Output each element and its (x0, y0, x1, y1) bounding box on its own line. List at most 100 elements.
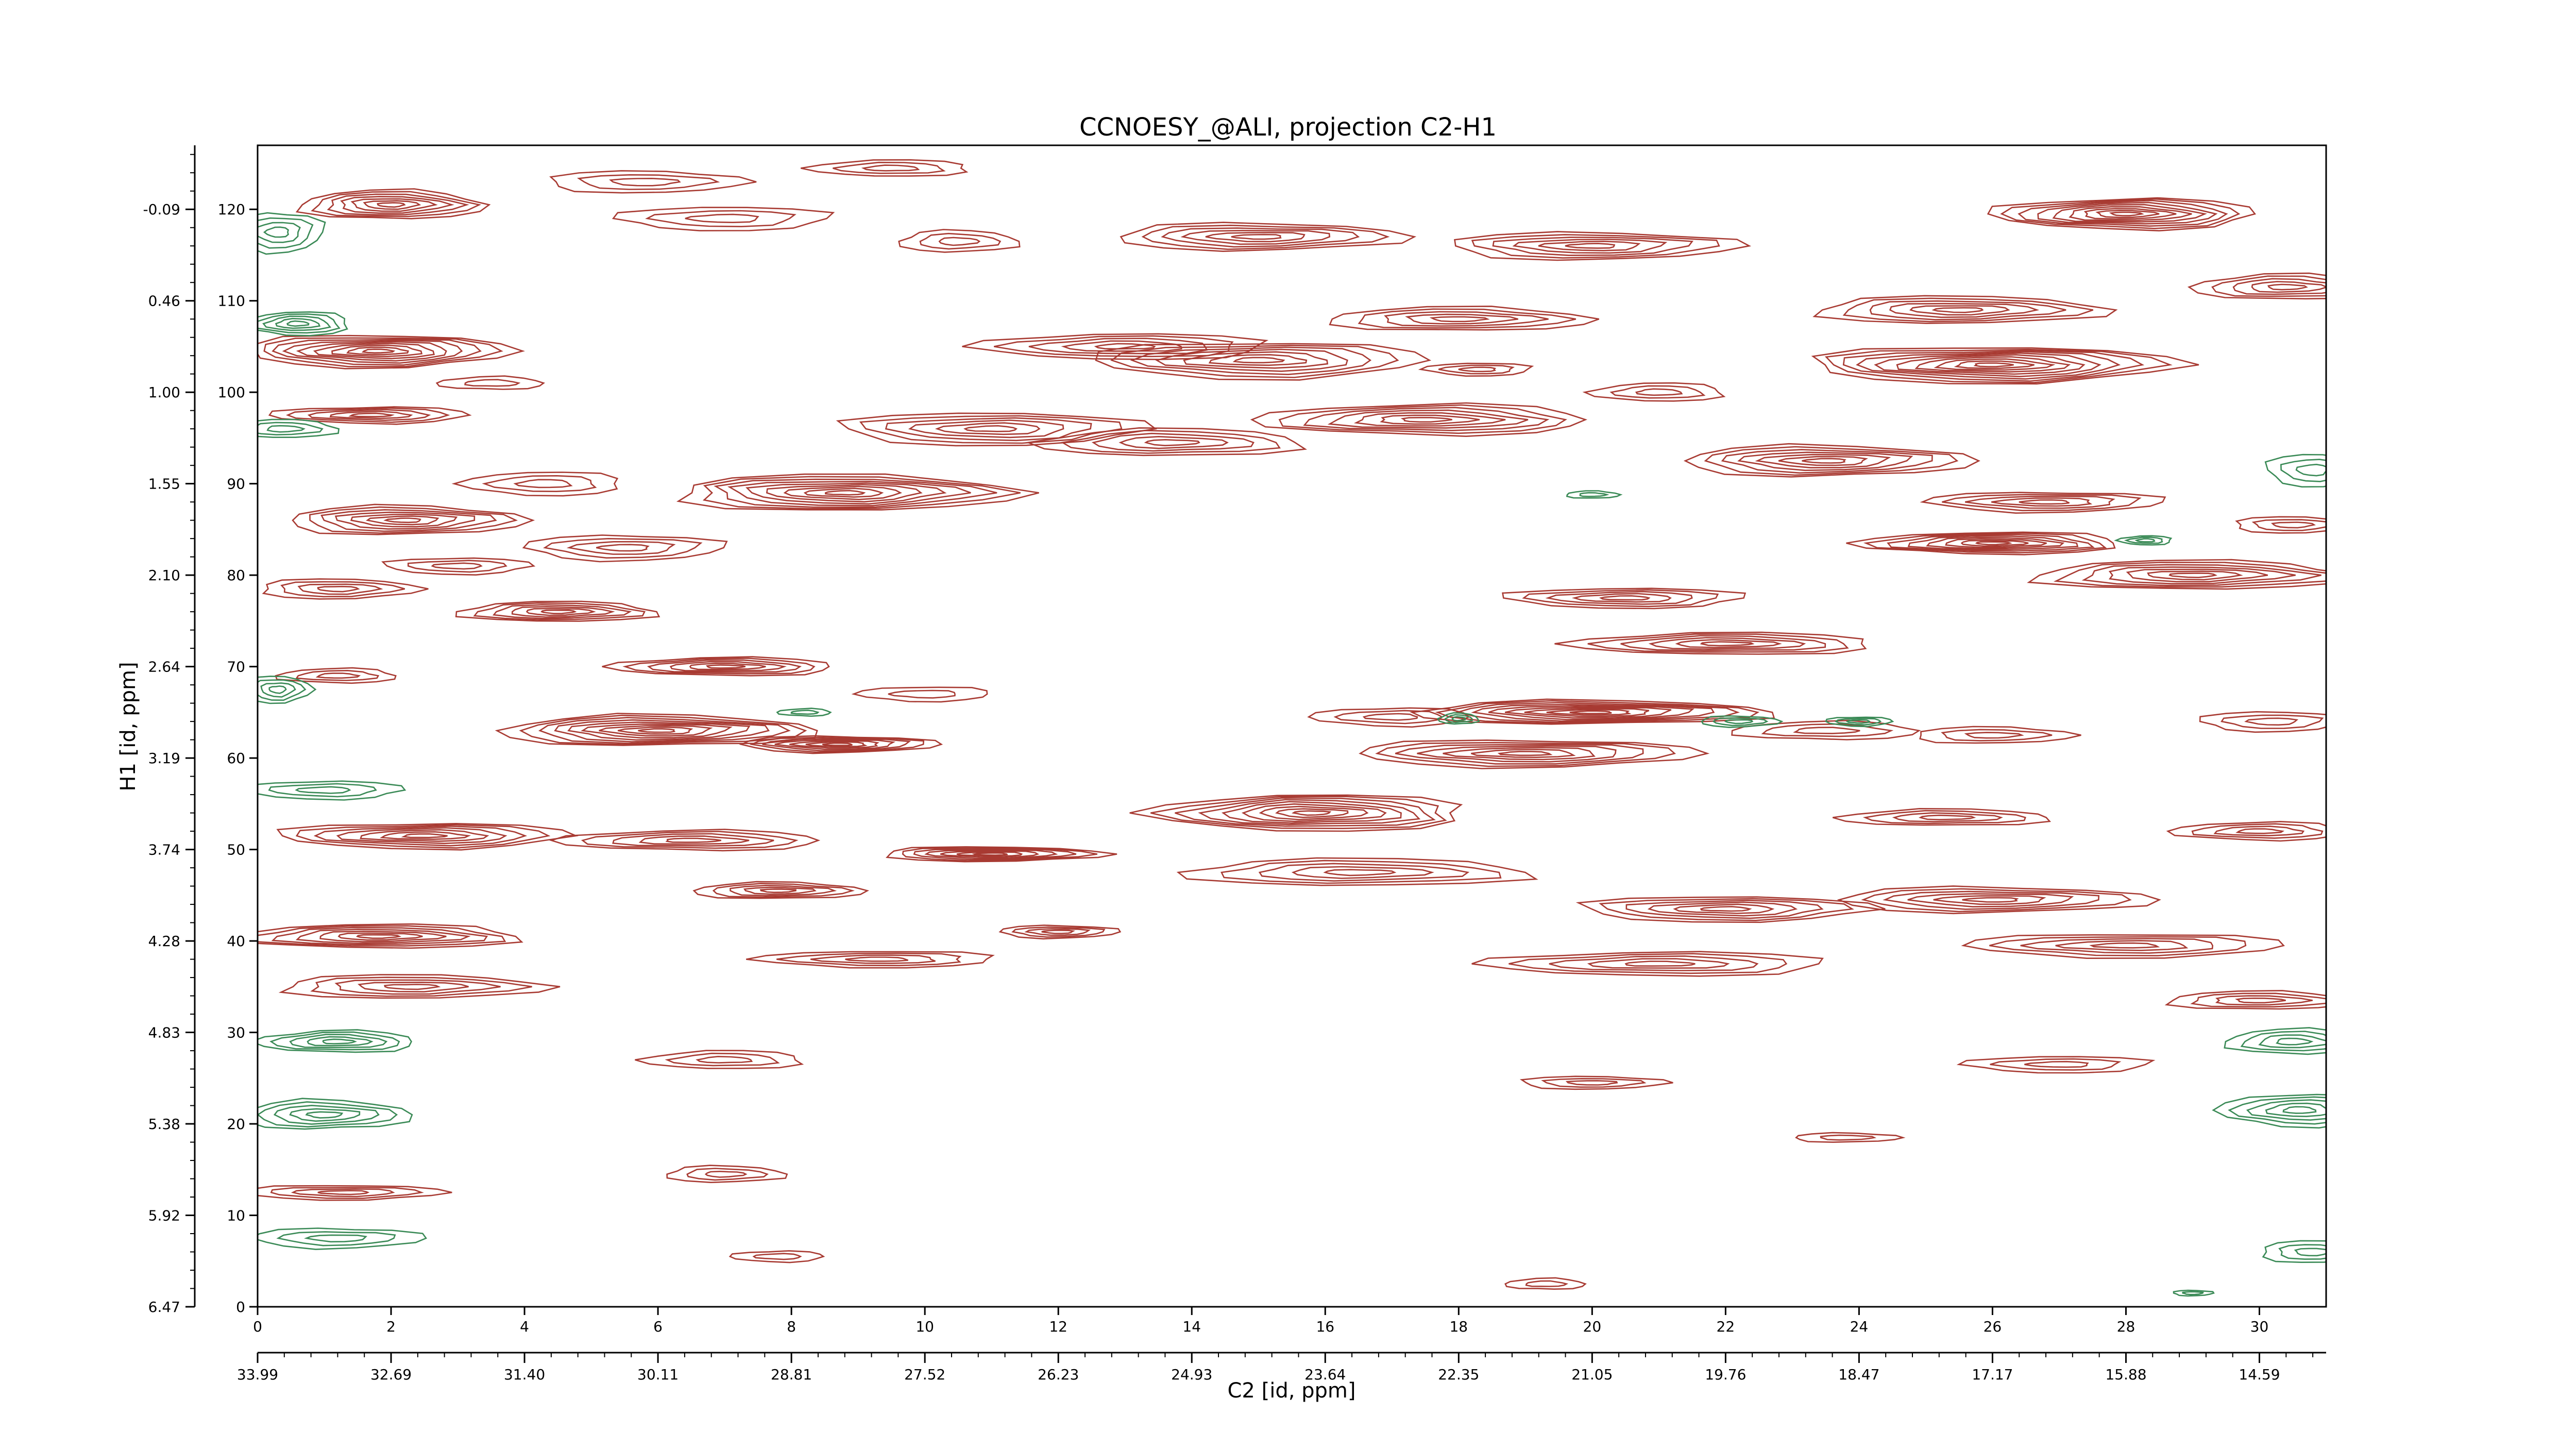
y-ppm-tick-label: -0.09 (143, 201, 180, 218)
contour-level-4 (295, 929, 471, 944)
contour-level-3 (266, 425, 306, 433)
peak-19-contours (275, 667, 397, 684)
y-ppm-tick-label: 2.64 (148, 659, 180, 676)
contour-level-5 (567, 721, 751, 741)
contour-level-1 (1987, 197, 2257, 232)
contour-level-6 (1931, 307, 1984, 313)
contour-level-2 (1471, 234, 1720, 259)
x-tick-label: 28 (2117, 1318, 2136, 1335)
contour-level-2 (258, 422, 324, 436)
contour-level-1 (1846, 531, 2116, 555)
contour-level-1 (258, 418, 340, 439)
contour-level-1 (1825, 716, 1894, 728)
x-tick-label: 26 (1984, 1318, 2002, 1335)
peak-7-contours (268, 406, 472, 425)
contour-level-2 (295, 669, 380, 681)
contour-level-4 (334, 511, 476, 530)
contour-level-1 (2164, 990, 2326, 1010)
peak-60-contours (1832, 807, 2052, 826)
contour-level-4 (1118, 435, 1229, 449)
contour-level-1 (1307, 707, 1470, 728)
contour-level-1 (1701, 715, 1784, 728)
contour-level-5 (296, 341, 447, 362)
peak-44-contours (1307, 707, 1470, 728)
contour-level-3 (2294, 1248, 2326, 1257)
contour-level-5 (1673, 903, 1775, 914)
contour-level-4 (2265, 1102, 2326, 1117)
contour-level-3 (1130, 346, 1372, 376)
contour-level-3 (1258, 863, 1470, 882)
peak-65-contours (1519, 1075, 1673, 1090)
contour-level-1 (1554, 631, 1867, 655)
contour-level-4 (2234, 997, 2286, 1004)
contour-level-1 (258, 676, 317, 704)
contour-level-1 (676, 473, 1039, 511)
contour-level-4 (275, 317, 321, 329)
contour-level-7 (1914, 356, 2071, 373)
peak-78-contours (258, 1029, 413, 1053)
peak-31-contours (1812, 295, 2118, 324)
contour-level-1 (1683, 443, 1980, 478)
contour-level-2 (712, 883, 855, 898)
y-ppm-tick-label: 1.00 (148, 384, 180, 401)
peak-84-contours (2264, 453, 2326, 488)
x-ppm-tick-label: 26.23 (1038, 1366, 1079, 1383)
peak-54-contours (998, 924, 1122, 940)
contour-level-4 (282, 340, 463, 364)
contour-level-3 (320, 509, 497, 532)
contour-level-3 (272, 339, 482, 366)
x-ppm-tick-label: 17.17 (1972, 1366, 2013, 1383)
contour-level-2 (1820, 1134, 1877, 1141)
contour-level-1 (1956, 1056, 2156, 1074)
peak-69-contours (258, 1185, 452, 1201)
contour-level-2 (280, 581, 405, 598)
contour-level-5 (759, 888, 796, 894)
contour-level-9 (361, 348, 396, 354)
contour-level-2 (543, 537, 703, 559)
peak-77-contours (258, 780, 406, 801)
contour-level-2 (919, 232, 1002, 250)
x-ppm-tick-label: 14.59 (2239, 1366, 2280, 1383)
peak-9-contours (292, 503, 535, 535)
contour-level-2 (622, 658, 816, 675)
contour-level-4 (638, 835, 750, 845)
contour-level-2 (2182, 1291, 2204, 1295)
contour-level-7 (1802, 458, 1846, 464)
contour-level-1 (2264, 453, 2326, 488)
contour-level-9 (1291, 810, 1332, 816)
contour-level-5 (1323, 869, 1397, 877)
contour-level-5 (1538, 240, 1641, 251)
peak-53-contours (692, 881, 870, 899)
contour-level-5 (1488, 705, 1694, 720)
contour-level-3 (295, 786, 351, 794)
contour-level-1 (746, 951, 995, 969)
peak-64-contours (2164, 990, 2326, 1010)
contour-level-5 (1933, 895, 2046, 905)
peak-26-contours (1250, 402, 1588, 437)
contour-level-1 (258, 1185, 452, 1201)
contour-level-8 (803, 487, 884, 498)
contour-level-4 (268, 685, 287, 694)
x-ppm-tick-label: 30.11 (637, 1366, 679, 1383)
contour-level-3 (762, 738, 911, 752)
contour-level-5 (1353, 412, 1506, 427)
contour-level-3 (1625, 899, 1824, 919)
contour-level-2 (994, 335, 1234, 358)
contour-level-5 (526, 608, 596, 616)
contour-level-2 (1599, 898, 1854, 921)
contour-level-1 (549, 170, 757, 194)
contour-level-3 (1028, 338, 1208, 355)
contour-level-1 (1095, 343, 1432, 381)
contour-level-2 (1989, 936, 2247, 957)
contour-level-1 (1832, 807, 2052, 826)
peak-45-contours (1731, 719, 1921, 740)
contour-level-5 (1205, 232, 1306, 243)
peak-67-contours (635, 1050, 804, 1069)
contour-level-4 (1648, 637, 1806, 650)
peak-85-contours (2114, 535, 2173, 546)
x-ppm-tick-label: 21.05 (1571, 1366, 1613, 1383)
contour-level-1 (998, 924, 1122, 940)
contour-level-1 (739, 735, 943, 754)
contour-level-7 (331, 344, 423, 358)
contour-level-5 (1221, 801, 1402, 824)
